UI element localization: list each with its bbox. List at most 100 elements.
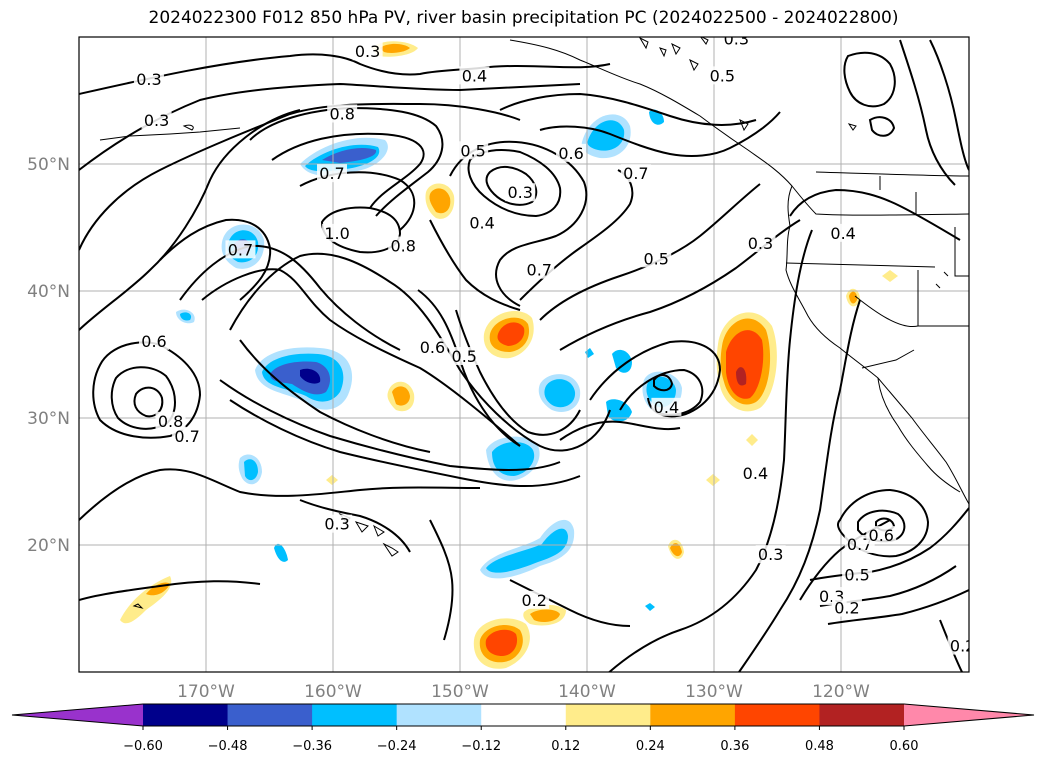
- colorbar-tick-label: 0.24: [636, 739, 665, 754]
- contour-label-bg: [842, 565, 873, 584]
- contour-label-bg: [467, 213, 498, 232]
- contour-label-bg: [352, 42, 383, 61]
- contour-label-bg: [458, 141, 489, 160]
- contour-label-bg: [866, 526, 897, 545]
- neg-anomaly-small-spots: [176, 109, 664, 611]
- contour-label: 0.5: [844, 565, 869, 584]
- contour-label-bg: [133, 70, 164, 89]
- lon-label-160w: 160°W: [304, 682, 362, 702]
- contour-label: 0.6: [141, 332, 166, 351]
- contour-label-bg: [322, 514, 353, 533]
- pos-anomaly-north: [372, 41, 455, 219]
- colorbar-tick-label: −0.12: [461, 739, 501, 754]
- contour-label-bg: [141, 110, 172, 129]
- contour-label-bg: [172, 427, 203, 446]
- map-title: 2024022300 F012 850 hPa PV, river basin …: [148, 8, 899, 28]
- contour-label: 0.6: [420, 338, 445, 357]
- colorbar-tick-label: −0.60: [123, 739, 163, 754]
- colorbar-cell: [481, 704, 567, 726]
- contour-label-bg: [755, 545, 786, 564]
- contour-label-bg: [459, 66, 490, 85]
- neg-anomaly-southern: [480, 519, 575, 579]
- colorbar-cell: [143, 704, 229, 726]
- contour-label: 0.4: [469, 214, 494, 233]
- colorbar-cell: [396, 704, 482, 726]
- lat-label-50: 50°N: [27, 155, 70, 175]
- pos-anomaly-south: [120, 474, 720, 669]
- contour-label: 0.7: [847, 535, 872, 554]
- colorbar-extend-min: [12, 704, 143, 726]
- contour-label-bg: [721, 14, 751, 32]
- contour-label-bg: [388, 236, 419, 255]
- contour-label: 0.3: [758, 545, 783, 564]
- contour-label-bg: [707, 66, 738, 85]
- colorbar-cell: [819, 704, 905, 726]
- lon-label-120w: 120°W: [812, 682, 870, 702]
- lat-axis-labels: 50°N 40°N 30°N 20°N: [27, 155, 70, 556]
- contour-label: 0.2: [834, 599, 859, 618]
- contour-label: 1.0: [324, 224, 349, 243]
- contour-label: 0.7: [623, 164, 648, 183]
- contour-label: 0.2: [950, 637, 975, 656]
- pos-anomaly-central: [387, 311, 534, 412]
- colorbar-extend-max: [904, 704, 1034, 726]
- colorbar-cell: [312, 704, 398, 726]
- contour-label: 0.3: [136, 70, 161, 89]
- contour-label: 0.3: [724, 30, 749, 49]
- contour-label: 0.5: [460, 141, 485, 160]
- contour-label-bg: [317, 164, 348, 183]
- contour-label-bg: [155, 411, 186, 430]
- contour-label: 0.7: [228, 240, 253, 259]
- contour-label: 0.4: [462, 66, 487, 85]
- contour-label-bg: [327, 104, 358, 123]
- contour-label: 0.2: [724, 14, 749, 33]
- lon-axis-labels: 170°W 160°W 150°W 140°W 130°W 120°W: [177, 682, 870, 702]
- contour-label-bg: [721, 37, 752, 48]
- contour-label: 0.3: [507, 183, 532, 202]
- contour-label-bg: [519, 590, 550, 609]
- contour-label: 0.8: [329, 104, 354, 123]
- contour-label: 0.6: [869, 526, 894, 545]
- lon-label-150w: 150°W: [431, 682, 489, 702]
- lat-label-20: 20°N: [27, 536, 70, 556]
- contour-label: 0.8: [390, 237, 415, 256]
- colorbar: −0.60 −0.48 −0.36 −0.24 −0.12 0.12 0.24 0.36 0.4…: [11, 703, 1035, 754]
- pos-anomaly-east: [716, 270, 898, 446]
- contour-label-bg: [449, 347, 480, 366]
- colorbar-cell: [734, 704, 820, 726]
- contour-label: 0.6: [558, 144, 583, 163]
- colorbar-tick-label: −0.24: [377, 739, 417, 754]
- contour-label: 0.5: [710, 66, 735, 85]
- contour-label: 0.3: [748, 234, 773, 253]
- contour-label: 0.4: [830, 224, 855, 243]
- colorbar-cell: [650, 704, 736, 726]
- contour-label-bg: [322, 223, 353, 242]
- colorbar-tick-label: −0.48: [208, 739, 248, 754]
- contour-label-bg: [139, 331, 170, 350]
- contour-label: 0.5: [452, 347, 477, 366]
- contour-label-bg: [417, 338, 448, 357]
- map-frame: [78, 36, 970, 673]
- neg-anomaly-central-pacific: [255, 347, 353, 410]
- contour-label: 0.4: [743, 464, 768, 483]
- contour-label: 0.3: [144, 111, 169, 130]
- colorbar-tick-label: −0.36: [292, 739, 332, 754]
- contour-label-bg: [505, 183, 536, 202]
- lat-label-40: 40°N: [27, 282, 70, 302]
- lon-label-130w: 130°W: [685, 682, 743, 702]
- contour-label-bg: [524, 260, 555, 279]
- contour-label-bg: [651, 397, 682, 416]
- lat-label-30: 30°N: [27, 409, 70, 429]
- lon-label-170w: 170°W: [177, 682, 235, 702]
- contour-label: 0.3: [355, 42, 380, 61]
- contour-label: 0.3: [324, 515, 349, 534]
- contour-label: 0.8: [158, 412, 183, 431]
- colorbar-tick-label: 0.60: [890, 739, 919, 754]
- colorbar-cell: [227, 704, 313, 726]
- contour-label-bg: [947, 636, 969, 655]
- contour-label: 0.2: [521, 591, 546, 610]
- contour-label: 0.4: [654, 398, 679, 417]
- contour-label-bg: [740, 463, 771, 482]
- contour-label: 0.7: [319, 164, 344, 183]
